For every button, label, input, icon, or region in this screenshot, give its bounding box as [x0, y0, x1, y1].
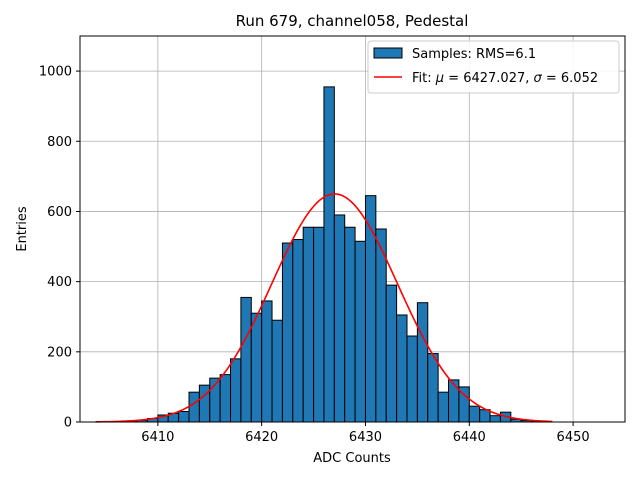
histogram-bar — [240, 296, 252, 423]
legend: Samples: RMS=6.1 Fit: μ = 6427.027, σ = … — [367, 40, 620, 94]
histogram-bar — [261, 300, 273, 423]
histogram-bar — [344, 226, 356, 423]
histogram-bar — [188, 391, 200, 423]
histogram-bar — [219, 374, 232, 423]
histogram-bar — [427, 353, 439, 423]
x-tick-label: 6450 — [557, 430, 590, 445]
x-axis-ticks: 6410 6420 6430 6440 6450 — [141, 422, 590, 445]
legend-box — [367, 40, 620, 94]
legend-hist-label: Samples: RMS=6.1 — [412, 47, 536, 62]
histogram-bar — [333, 214, 346, 423]
histogram-bar — [230, 358, 242, 423]
histogram-bar — [271, 319, 283, 423]
histogram-bar — [250, 312, 263, 423]
histogram-bar — [448, 379, 460, 423]
x-tick-label: 6420 — [245, 430, 278, 445]
histogram-bar — [292, 239, 304, 423]
x-tick-label: 6430 — [349, 430, 382, 445]
histogram-bar — [354, 240, 366, 423]
histogram-bar — [406, 335, 418, 423]
histogram-bar — [375, 228, 387, 423]
histogram-bar — [385, 284, 398, 423]
histogram-bar — [489, 415, 501, 423]
histogram-bar — [416, 302, 429, 423]
histogram-bar — [198, 384, 211, 423]
y-tick-label: 200 — [47, 345, 72, 360]
legend-fit-label: Fit: μ = 6427.027, σ = 6.052 — [412, 71, 598, 86]
y-tick-label: 0 — [64, 416, 72, 431]
histogram-bar — [302, 226, 315, 423]
y-tick-label: 800 — [47, 135, 72, 150]
x-tick-label: 6440 — [453, 430, 486, 445]
y-tick-label: 400 — [47, 275, 72, 290]
fit-curve — [95, 193, 553, 423]
y-axis-label: Entries — [15, 206, 30, 252]
histogram-bar — [468, 405, 481, 423]
x-tick-label: 6410 — [141, 430, 174, 445]
y-tick-label: 600 — [47, 205, 72, 220]
histogram-bar — [281, 242, 294, 423]
histogram-bar — [479, 409, 491, 423]
chart-title: Run 679, channel058, Pedestal — [236, 12, 469, 30]
histogram-bar — [323, 86, 335, 423]
histogram-bar — [313, 226, 325, 423]
histogram-bars — [126, 86, 543, 423]
x-axis-label: ADC Counts — [313, 451, 391, 466]
histogram-bar — [178, 410, 190, 423]
histogram-bar — [396, 314, 408, 423]
y-axis-ticks: 0 200 400 600 800 1000 — [39, 65, 80, 431]
y-tick-label: 1000 — [39, 65, 72, 80]
histogram-bar — [437, 391, 450, 423]
legend-hist-swatch — [373, 47, 403, 59]
plot-frame — [79, 35, 626, 423]
